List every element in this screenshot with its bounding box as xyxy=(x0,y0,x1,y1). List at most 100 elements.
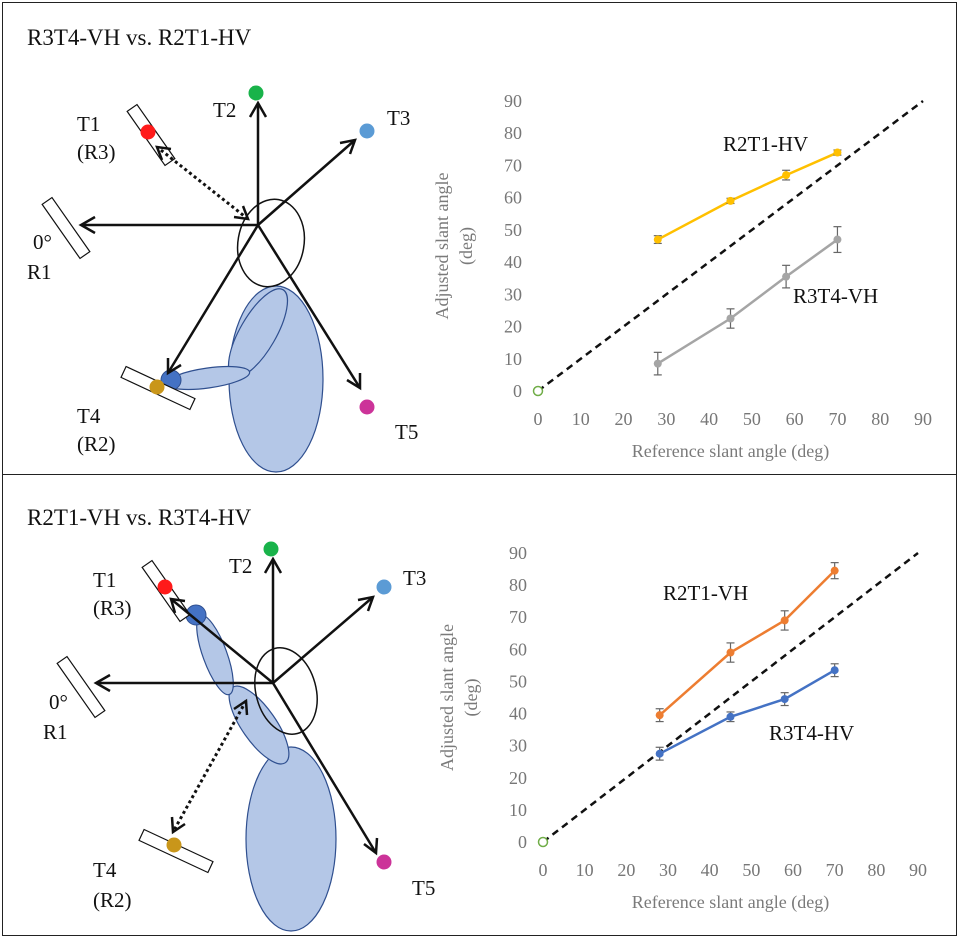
r1-panel xyxy=(41,196,91,260)
x-tick-label: 40 xyxy=(700,409,718,429)
arrowhead-t4 xyxy=(166,358,182,376)
x-tick-label: 20 xyxy=(617,860,635,880)
t4-label: T4 xyxy=(77,404,101,428)
y-tick-label: 0 xyxy=(513,381,522,401)
dotted-arrowhead-b xyxy=(233,205,250,221)
dotted-arrow-r3 xyxy=(156,145,249,221)
x-tick-label: 10 xyxy=(572,409,590,429)
y-tick-label: 80 xyxy=(504,123,522,143)
arrow-to-t5 xyxy=(256,224,362,389)
r1-label: R1 xyxy=(27,260,52,284)
geometry-diagram: T1 (R3) T2 T3 0° R1 T4 (R2) T5 xyxy=(27,85,418,473)
t1-dot xyxy=(140,124,156,140)
origin-marker xyxy=(532,385,544,397)
r3-label: (R3) xyxy=(77,140,116,164)
top-panel-canvas: R3T4-VH vs. R2T1-HV xyxy=(27,25,932,473)
x-tick-label: 80 xyxy=(871,409,889,429)
y-tick-label: 0 xyxy=(518,832,527,852)
data-point xyxy=(780,616,789,625)
x-tick-label: 0 xyxy=(539,860,548,880)
data-point xyxy=(833,148,842,157)
data-point xyxy=(782,272,791,281)
t1-label: T1 xyxy=(77,112,100,136)
series-label: R3T4-HV xyxy=(769,721,854,745)
data-point xyxy=(653,235,662,244)
reference-diagonal-line xyxy=(542,552,919,843)
data-point xyxy=(833,235,842,244)
r1-panel xyxy=(56,655,106,719)
panel-title: R2T1-VH vs. R3T4-HV xyxy=(27,505,252,530)
y-tick-label: 90 xyxy=(509,543,527,563)
x-tick-label: 20 xyxy=(615,409,633,429)
series-label: R2T1-HV xyxy=(723,132,808,156)
head-circle xyxy=(236,198,306,288)
panel-title: R3T4-VH vs. R2T1-HV xyxy=(27,25,252,50)
body-ellipse xyxy=(245,746,337,932)
y-tick-label: 60 xyxy=(509,639,527,659)
series-line xyxy=(658,569,836,717)
arrowhead-t5 xyxy=(346,373,362,391)
series-line xyxy=(657,238,839,365)
dotted-arrowhead-b xyxy=(233,698,249,716)
y-tick-label: 50 xyxy=(504,220,522,240)
arrowhead-t2 xyxy=(248,100,268,118)
bottom-panel-canvas: R2T1-VH vs. R3T4-HV xyxy=(27,505,927,932)
t2-label: T2 xyxy=(213,98,236,122)
t3-dot xyxy=(359,123,375,139)
arrow-to-t3 xyxy=(272,596,374,684)
y-tick-label: 30 xyxy=(509,736,527,756)
data-point xyxy=(655,749,664,758)
geometry-diagram: T1 (R3) T2 T3 0° R1 T4 (R2) T5 xyxy=(43,541,435,932)
t5-dot xyxy=(359,399,375,415)
dotted-arrow-r2 xyxy=(171,700,248,833)
t2-dot xyxy=(263,541,279,557)
t1-label: T1 xyxy=(93,568,116,592)
y-tick-label: 90 xyxy=(504,91,522,111)
arrowhead-r1 xyxy=(93,673,111,693)
x-axis-title: Reference slant angle (deg) xyxy=(632,441,829,462)
arrowhead-t3 xyxy=(357,595,375,612)
x-axis-title: Reference slant angle (deg) xyxy=(632,892,829,913)
y-axis-title: Adjusted slant angle (deg) xyxy=(437,624,482,771)
y-tick-label: 70 xyxy=(509,607,527,627)
data-point xyxy=(726,314,735,323)
y-tick-label: 30 xyxy=(504,284,522,304)
zero-degree-label: 0° xyxy=(49,690,68,714)
t1-dot xyxy=(157,579,173,595)
arrow-to-t5 xyxy=(271,682,378,854)
x-tick-label: 80 xyxy=(867,860,885,880)
origin-marker xyxy=(537,836,549,848)
x-tick-label: 70 xyxy=(826,860,844,880)
arrowhead-t5 xyxy=(363,837,379,856)
x-tick-label: 0 xyxy=(534,409,543,429)
series-line xyxy=(659,669,836,755)
y-tick-label: 40 xyxy=(509,704,527,724)
data-point xyxy=(726,648,735,657)
bottom-panel: R2T1-VH vs. R3T4-HV xyxy=(2,474,957,936)
x-tick-label: 90 xyxy=(909,860,927,880)
y-tick-label: 20 xyxy=(509,768,527,788)
dotted-arrowhead-a xyxy=(155,145,172,161)
reference-diagonal-line xyxy=(537,100,924,392)
top-panel: R3T4-VH vs. R2T1-HV xyxy=(2,2,957,476)
t5-label: T5 xyxy=(412,876,435,900)
t4-dot xyxy=(149,379,165,395)
t2-dot xyxy=(248,85,264,101)
arrowhead-r3 xyxy=(169,597,186,614)
x-tick-label: 60 xyxy=(786,409,804,429)
x-tick-label: 30 xyxy=(657,409,675,429)
y-tick-label: 20 xyxy=(504,317,522,337)
data-point xyxy=(780,695,789,704)
r2-label: (R2) xyxy=(77,432,116,456)
y-tick-label: 50 xyxy=(509,671,527,691)
t4-dot xyxy=(166,837,182,853)
slant-angle-chart: 0 10 20 30 40 50 60 70 80 90 0 10 20 30 40 50 60 70 80 90 Re… xyxy=(432,91,932,462)
y-tick-label: 70 xyxy=(504,155,522,175)
y-tick-label: 60 xyxy=(504,188,522,208)
x-tick-label: 10 xyxy=(576,860,594,880)
t4-label: T4 xyxy=(93,858,117,882)
arrow-to-r3 xyxy=(170,598,274,684)
slant-angle-chart: 0 10 20 30 40 50 60 70 80 90 0 10 20 30 40 50 60 70 80 90 Re… xyxy=(437,543,927,913)
arrow-to-t4 xyxy=(166,224,260,374)
data-point xyxy=(782,171,791,180)
